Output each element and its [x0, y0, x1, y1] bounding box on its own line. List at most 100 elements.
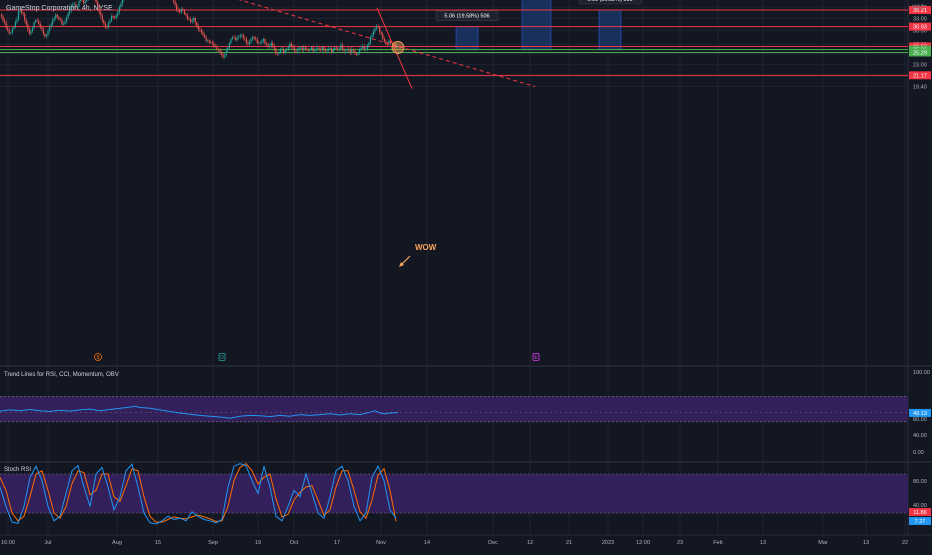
candle-body: [57, 15, 58, 17]
candle-body: [109, 21, 110, 23]
candle-body: [27, 24, 28, 29]
candle-body: [370, 37, 371, 43]
candle-body: [295, 51, 296, 52]
candle-body: [12, 29, 13, 34]
candle-body: [257, 39, 258, 43]
candle-body: [272, 43, 273, 46]
candle-body: [213, 43, 214, 46]
price-tick-label: 33.00: [913, 16, 927, 22]
candle-body: [240, 35, 241, 37]
candle-body: [252, 37, 253, 39]
candle-body: [187, 15, 188, 19]
candle-body: [24, 14, 25, 21]
candle-body: [306, 49, 307, 50]
candle-body: [182, 9, 183, 10]
candle-body: [268, 44, 269, 46]
candle-body: [55, 15, 56, 19]
measure-label: 5.06 (19.58%) 506: [444, 14, 489, 20]
candle-body: [192, 20, 193, 21]
stoch-pane-title: Stoch RSI: [4, 467, 31, 473]
candle-body: [232, 38, 233, 40]
level-tag: 30.93: [913, 25, 927, 31]
candle-body: [216, 46, 217, 49]
candle-body: [198, 25, 199, 29]
time-tick-label: 2023: [602, 540, 614, 546]
candle-body: [351, 50, 352, 53]
time-tick-label: 21: [566, 540, 572, 546]
time-tick-label: 17: [334, 540, 340, 546]
measure-label: 9.51 (36.82%) 951: [587, 0, 632, 3]
candle-body: [350, 50, 351, 53]
candle-body: [226, 50, 227, 55]
candle-body: [4, 21, 5, 23]
candle-body: [176, 5, 177, 10]
candle-body: [314, 50, 315, 51]
candle-body: [60, 19, 61, 20]
candle-body: [1, 14, 2, 16]
time-tick-label: Aug: [112, 540, 122, 546]
candle-body: [184, 10, 185, 14]
candle-body: [305, 48, 306, 49]
candle-body: [33, 22, 34, 28]
candle-body: [246, 39, 247, 43]
candle-body: [111, 16, 112, 21]
candle-body: [43, 29, 44, 34]
rsi-value-tag: 49.13: [913, 411, 927, 417]
candle-body: [364, 46, 365, 49]
time-tick-label: 22: [902, 540, 908, 546]
candle-body: [339, 49, 340, 50]
time-tick-label: Nov: [376, 540, 386, 546]
candle-body: [340, 45, 341, 49]
candle-body: [258, 43, 259, 44]
candle-body: [250, 39, 251, 41]
candle-body: [275, 49, 276, 54]
candle-body: [63, 24, 64, 25]
candle-body: [320, 49, 321, 50]
candle-body: [54, 18, 55, 19]
measure-box: [522, 0, 551, 50]
candle-body: [343, 49, 344, 51]
candle-body: [219, 49, 220, 52]
candle-body: [274, 46, 275, 49]
candle-body: [201, 30, 202, 32]
candle-body: [13, 27, 14, 29]
candle-body: [244, 38, 245, 39]
candle-body: [333, 49, 334, 52]
candle-body: [224, 55, 225, 57]
time-tick-label: 12:00: [636, 540, 650, 546]
time-tick-label: 14: [424, 540, 430, 546]
candle-body: [29, 29, 30, 33]
time-tick-label: 23: [677, 540, 683, 546]
candle-body: [212, 43, 213, 44]
candle-body: [218, 49, 219, 50]
candle-body: [105, 23, 106, 27]
candle-body: [41, 27, 42, 29]
candle-body: [223, 55, 224, 57]
candle-body: [299, 47, 300, 49]
candle-body: [348, 49, 349, 50]
candle-body: [230, 39, 231, 43]
candle-body: [260, 43, 261, 44]
candle-body: [95, 0, 96, 2]
candle-body: [336, 48, 337, 49]
candle-body: [326, 50, 327, 51]
candle-body: [190, 19, 191, 22]
currency-label: USD: [912, 5, 925, 11]
candle-body: [330, 48, 331, 49]
candle-body: [102, 15, 103, 20]
candle-body: [120, 4, 121, 7]
candle-body: [269, 46, 270, 47]
candle-body: [108, 23, 109, 27]
candle-body: [44, 34, 45, 36]
candle-body: [117, 13, 118, 16]
candle-body: [175, 1, 176, 4]
stoch-value-tag: 7.27: [915, 519, 926, 525]
candle-body: [361, 48, 362, 49]
candle-body: [277, 53, 278, 54]
candle-body: [221, 52, 222, 55]
candle-body: [6, 23, 7, 28]
candle-body: [15, 22, 16, 27]
candle-body: [235, 38, 236, 40]
candle-body: [316, 49, 317, 51]
